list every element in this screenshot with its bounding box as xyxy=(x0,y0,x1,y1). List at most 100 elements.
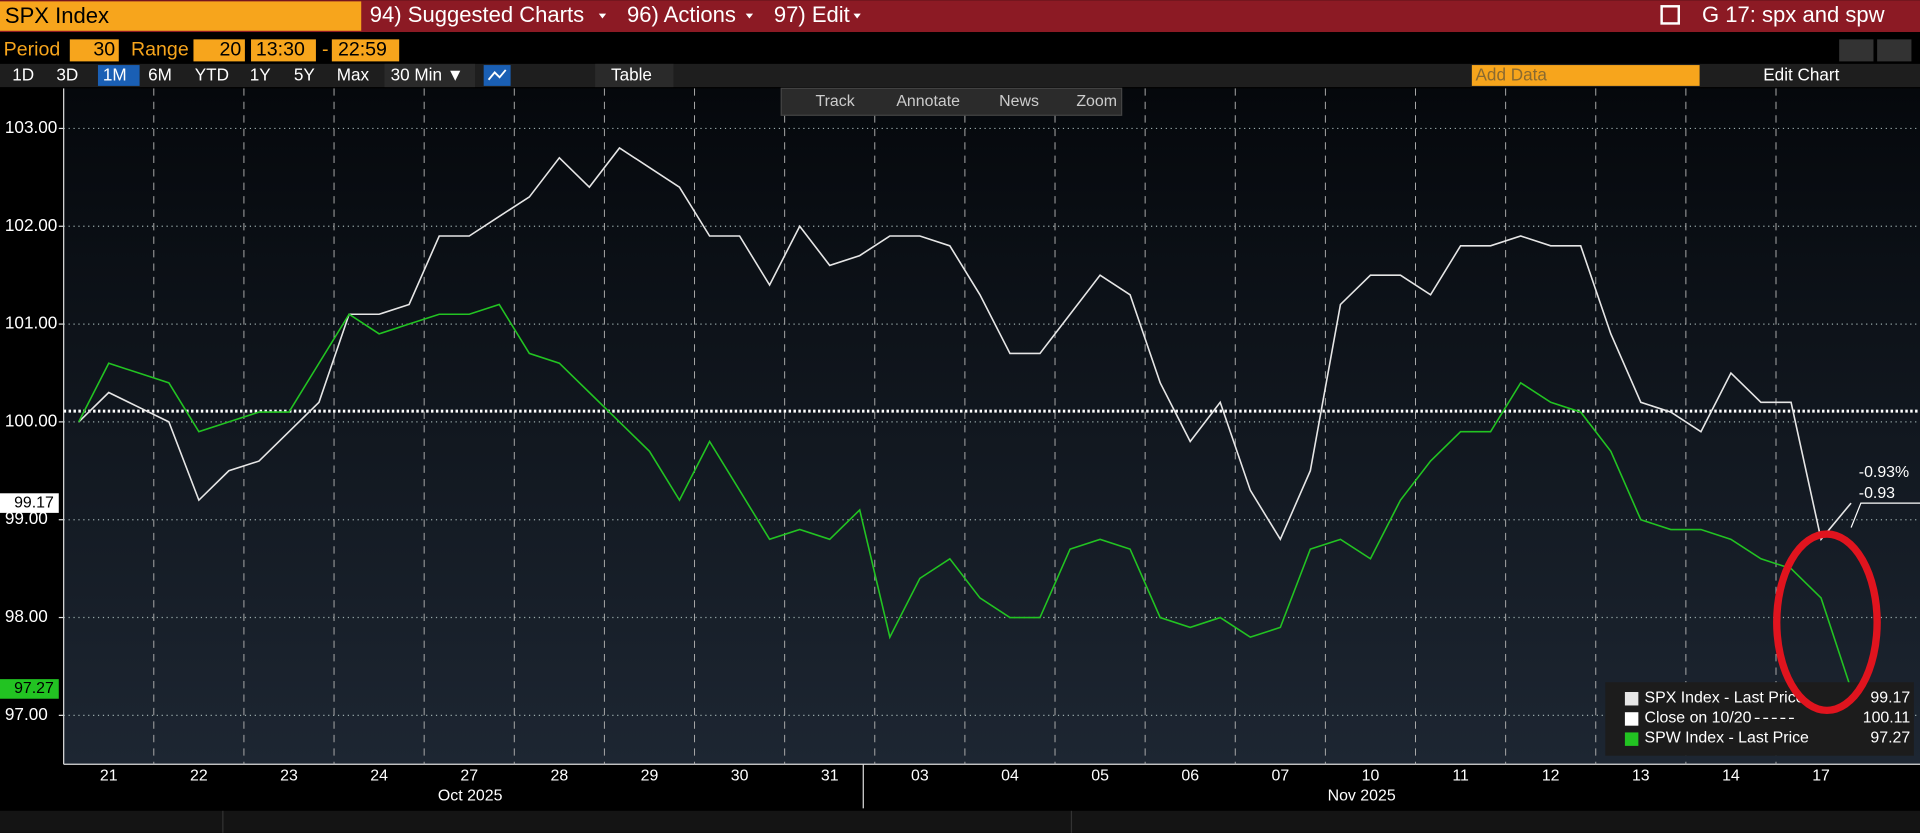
start-box[interactable] xyxy=(251,39,316,62)
y-tick-label: 101.00 xyxy=(5,313,57,333)
x-tick-label: 21 xyxy=(100,768,118,785)
menu-arrow xyxy=(853,13,861,19)
chart-tools xyxy=(780,87,1123,116)
legend-swatch[interactable] xyxy=(1624,712,1639,726)
range-label: Range xyxy=(131,39,189,61)
redo-button[interactable] xyxy=(1877,39,1912,62)
last-value: 99.17 xyxy=(14,494,54,511)
undo-button[interactable] xyxy=(1839,39,1874,62)
tool-button[interactable]: Track xyxy=(816,93,855,110)
menu-arrow xyxy=(598,13,607,19)
period[interactable]: 30 xyxy=(93,39,115,61)
period-label: Period xyxy=(4,39,61,61)
x-tick-label: 14 xyxy=(1722,768,1740,785)
menu[interactable]: 94) Suggested Charts xyxy=(370,2,584,27)
bottom-panel xyxy=(0,810,1920,833)
edit-chart[interactable]: Edit Chart xyxy=(1763,65,1839,85)
range-button[interactable]: 1D xyxy=(12,65,34,85)
x-tick-label: 27 xyxy=(460,768,478,785)
last-value-badge xyxy=(0,679,59,699)
window-title: G 17: spx and spw xyxy=(1702,2,1885,27)
series-line xyxy=(78,146,1852,542)
menu[interactable]: 96) Actions xyxy=(627,2,736,27)
last-value-badge xyxy=(0,493,59,513)
legend-value[interactable]: 99.17 xyxy=(1870,689,1910,706)
y-tick-label: 98.00 xyxy=(5,606,48,626)
x-tick-label: 31 xyxy=(821,768,839,785)
x-tick-label: 03 xyxy=(911,768,929,785)
month-label: Nov 2025 xyxy=(1328,787,1396,804)
security[interactable]: SPX Index xyxy=(5,3,109,28)
y-tick-label: 102.00 xyxy=(5,215,57,235)
y-tick-label: 103.00 xyxy=(5,117,57,137)
active-range[interactable] xyxy=(97,65,140,86)
range-box[interactable] xyxy=(193,39,245,62)
x-tick-label: 11 xyxy=(1452,768,1469,785)
start-time[interactable]: 13:30 xyxy=(256,39,305,61)
range-button[interactable]: 1Y xyxy=(250,65,272,85)
annotation-leader xyxy=(1850,502,1920,528)
x-tick-label: 12 xyxy=(1542,768,1560,785)
legend-label[interactable]: SPW Index - Last Price xyxy=(1644,730,1809,747)
menu[interactable]: 97) Edit xyxy=(774,2,850,27)
range-button[interactable]: Max xyxy=(337,65,370,85)
legend-label[interactable]: SPX Index - Last Price xyxy=(1644,689,1804,706)
add-data[interactable]: Add Data xyxy=(1476,65,1548,85)
end-box[interactable] xyxy=(331,39,400,62)
x-tick-label: 28 xyxy=(550,768,568,785)
legend-swatch[interactable] xyxy=(1624,692,1639,706)
highlight-circle xyxy=(1773,530,1881,715)
x-tick-label: 06 xyxy=(1181,768,1199,785)
legend-label[interactable]: Close on 10/20 xyxy=(1644,710,1751,727)
x-tick-label: 22 xyxy=(190,768,208,785)
tool-button[interactable]: Zoom xyxy=(1076,93,1117,110)
plot-area xyxy=(63,88,1920,765)
x-tick-label: 23 xyxy=(280,768,298,785)
menu-arrow xyxy=(745,13,754,19)
separator: - xyxy=(322,39,329,61)
x-tick-label: 24 xyxy=(370,768,388,785)
icon xyxy=(487,69,507,81)
tool-buttons: Track Annotate News Zoom xyxy=(816,93,1117,110)
y-tick-label: 99.00 xyxy=(5,508,48,528)
annotation: -0.93 xyxy=(1859,485,1895,502)
x-tick-label: 17 xyxy=(1812,768,1830,785)
security-box[interactable] xyxy=(0,1,362,31)
x-axis-area xyxy=(63,764,1920,809)
legend-swatch[interactable] xyxy=(1624,732,1639,746)
y-axis-area xyxy=(0,88,64,809)
legend-value[interactable]: 100.11 xyxy=(1863,710,1911,727)
x-tick-label: 07 xyxy=(1271,768,1289,785)
legend-value[interactable]: 97.27 xyxy=(1870,730,1910,747)
end-time[interactable]: 22:59 xyxy=(338,39,387,61)
x-tick-label: 04 xyxy=(1001,768,1019,785)
table-box[interactable] xyxy=(595,63,674,88)
y-tick-label: 100.00 xyxy=(5,410,57,430)
range-button[interactable]: 1M xyxy=(103,65,127,85)
x-tick-label: 13 xyxy=(1632,768,1650,785)
range-button[interactable]: 3D xyxy=(56,65,78,85)
x-tick-label: 29 xyxy=(641,768,659,785)
range-button[interactable]: YTD xyxy=(195,65,229,85)
toolbar xyxy=(0,63,1920,88)
annotation: -0.93% xyxy=(1859,464,1909,481)
tool-button[interactable]: Annotate xyxy=(896,93,960,110)
tool-button[interactable]: News xyxy=(999,93,1039,110)
range-button[interactable]: 5Y xyxy=(294,65,316,85)
period-box[interactable] xyxy=(69,39,119,62)
popout-icon[interactable] xyxy=(1660,5,1680,25)
range-buttons: 1D 3D 1M 6M YTD 1Y 5Y Max xyxy=(12,65,370,86)
interval[interactable]: 30 Min ▼ xyxy=(391,65,464,85)
x-tick-label: 10 xyxy=(1362,768,1380,785)
x-tick-label: 05 xyxy=(1091,768,1109,785)
range[interactable]: 20 xyxy=(219,39,241,61)
interval-box[interactable] xyxy=(384,63,476,88)
month-label: Oct 2025 xyxy=(438,787,503,804)
range-button[interactable]: 6M xyxy=(148,65,172,85)
legend-items: SPX Index - Last Price 99.17 Close on 10/2… xyxy=(1624,689,1911,747)
add-data-box[interactable] xyxy=(1471,65,1700,86)
x-tick-label: 30 xyxy=(731,768,749,785)
table-button[interactable]: Table xyxy=(611,65,652,85)
